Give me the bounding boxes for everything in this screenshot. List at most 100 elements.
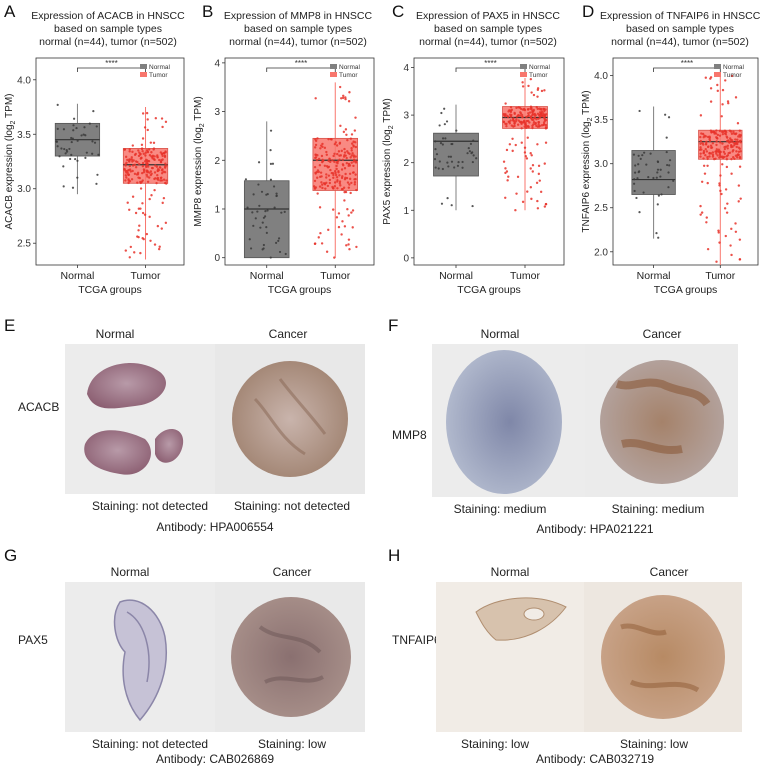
data-point <box>468 150 471 153</box>
data-point <box>246 206 249 209</box>
data-point <box>724 133 728 136</box>
data-point <box>733 157 736 161</box>
data-point <box>699 155 702 158</box>
data-point <box>471 160 474 164</box>
ihc-e-normal-tissue-bottom <box>84 430 151 475</box>
boxplot-d: D Expression of TNFAIP6 in HNSCC based on … <box>570 0 764 300</box>
data-point <box>321 142 324 146</box>
data-point <box>354 116 357 119</box>
data-point <box>514 209 517 212</box>
data-point <box>335 164 338 168</box>
data-point <box>706 181 709 185</box>
data-point <box>738 165 742 168</box>
data-point <box>269 149 272 152</box>
data-point <box>84 134 87 137</box>
data-point <box>319 171 323 174</box>
data-point <box>544 126 548 130</box>
data-point <box>128 148 131 151</box>
data-point <box>149 239 152 243</box>
data-point <box>148 215 151 219</box>
chart-title: Expression of MMP8 in HNSCC based on samp… <box>220 10 376 49</box>
data-point <box>702 164 706 167</box>
data-point <box>126 171 129 174</box>
data-point <box>348 183 351 186</box>
data-point <box>716 83 719 87</box>
ihc-f-cancer-tissue <box>600 360 724 484</box>
data-point <box>278 250 282 254</box>
significance-label: **** <box>105 59 117 68</box>
data-point <box>88 122 91 125</box>
data-point <box>165 164 168 167</box>
data-point <box>438 124 441 127</box>
data-point <box>257 161 261 164</box>
data-point <box>702 157 705 160</box>
data-point <box>264 210 267 213</box>
data-point <box>515 115 519 118</box>
data-point <box>643 151 646 154</box>
data-point <box>722 150 726 154</box>
data-point <box>729 130 733 133</box>
data-point <box>145 158 148 162</box>
data-point <box>738 157 742 160</box>
data-point <box>715 149 718 153</box>
data-point <box>145 173 148 176</box>
data-point <box>333 181 337 184</box>
data-point <box>259 226 262 229</box>
box-tumor <box>502 77 548 212</box>
data-point <box>509 105 513 109</box>
data-point <box>264 215 267 218</box>
data-point <box>537 121 541 124</box>
data-point <box>350 142 354 145</box>
data-point <box>328 181 332 185</box>
ihc-e-normal-label: Normal <box>95 327 135 341</box>
data-point <box>543 205 547 208</box>
x-axis-label: TCGA groups <box>78 284 142 296</box>
data-point <box>91 152 94 155</box>
data-point <box>266 209 269 212</box>
ihc-f-antibody: Antibody: HPA021221 <box>536 522 654 536</box>
chart-title-line: Expression of PAX5 in HNSCC <box>416 10 560 22</box>
data-point <box>516 123 520 126</box>
data-point <box>56 103 59 106</box>
chart-title-line: normal (n=44), tumor (n=502) <box>611 36 749 48</box>
data-point <box>735 145 738 149</box>
data-point <box>336 162 339 165</box>
x-axis-label: TCGA groups <box>457 284 521 296</box>
data-point <box>508 113 512 116</box>
data-point <box>145 111 149 115</box>
significance-label: **** <box>295 59 307 68</box>
data-point <box>327 228 330 232</box>
data-point <box>347 243 350 246</box>
data-point <box>657 236 660 239</box>
data-point <box>715 129 718 132</box>
data-point <box>325 165 329 168</box>
data-point <box>451 142 454 146</box>
ihc-h-cancer-label: Cancer <box>649 565 689 579</box>
data-point <box>275 194 278 198</box>
data-point <box>274 241 278 244</box>
data-point <box>332 154 335 158</box>
data-point <box>536 199 539 203</box>
data-point <box>126 158 129 162</box>
data-point <box>520 107 523 111</box>
data-point <box>139 251 142 255</box>
data-point <box>505 124 508 128</box>
data-point <box>726 139 729 143</box>
data-point <box>269 162 273 165</box>
data-point <box>75 126 78 130</box>
legend-swatch-normal <box>330 64 337 69</box>
data-point <box>125 161 128 165</box>
data-point <box>139 181 142 185</box>
legend-swatch-normal <box>140 64 147 69</box>
data-point <box>542 123 546 126</box>
data-point <box>543 119 547 123</box>
data-point <box>528 111 532 114</box>
data-point <box>734 132 737 136</box>
data-point <box>508 122 512 125</box>
data-point <box>333 160 336 163</box>
data-point <box>148 176 151 179</box>
data-point <box>145 164 148 168</box>
data-point <box>504 102 507 105</box>
data-point <box>325 173 328 176</box>
